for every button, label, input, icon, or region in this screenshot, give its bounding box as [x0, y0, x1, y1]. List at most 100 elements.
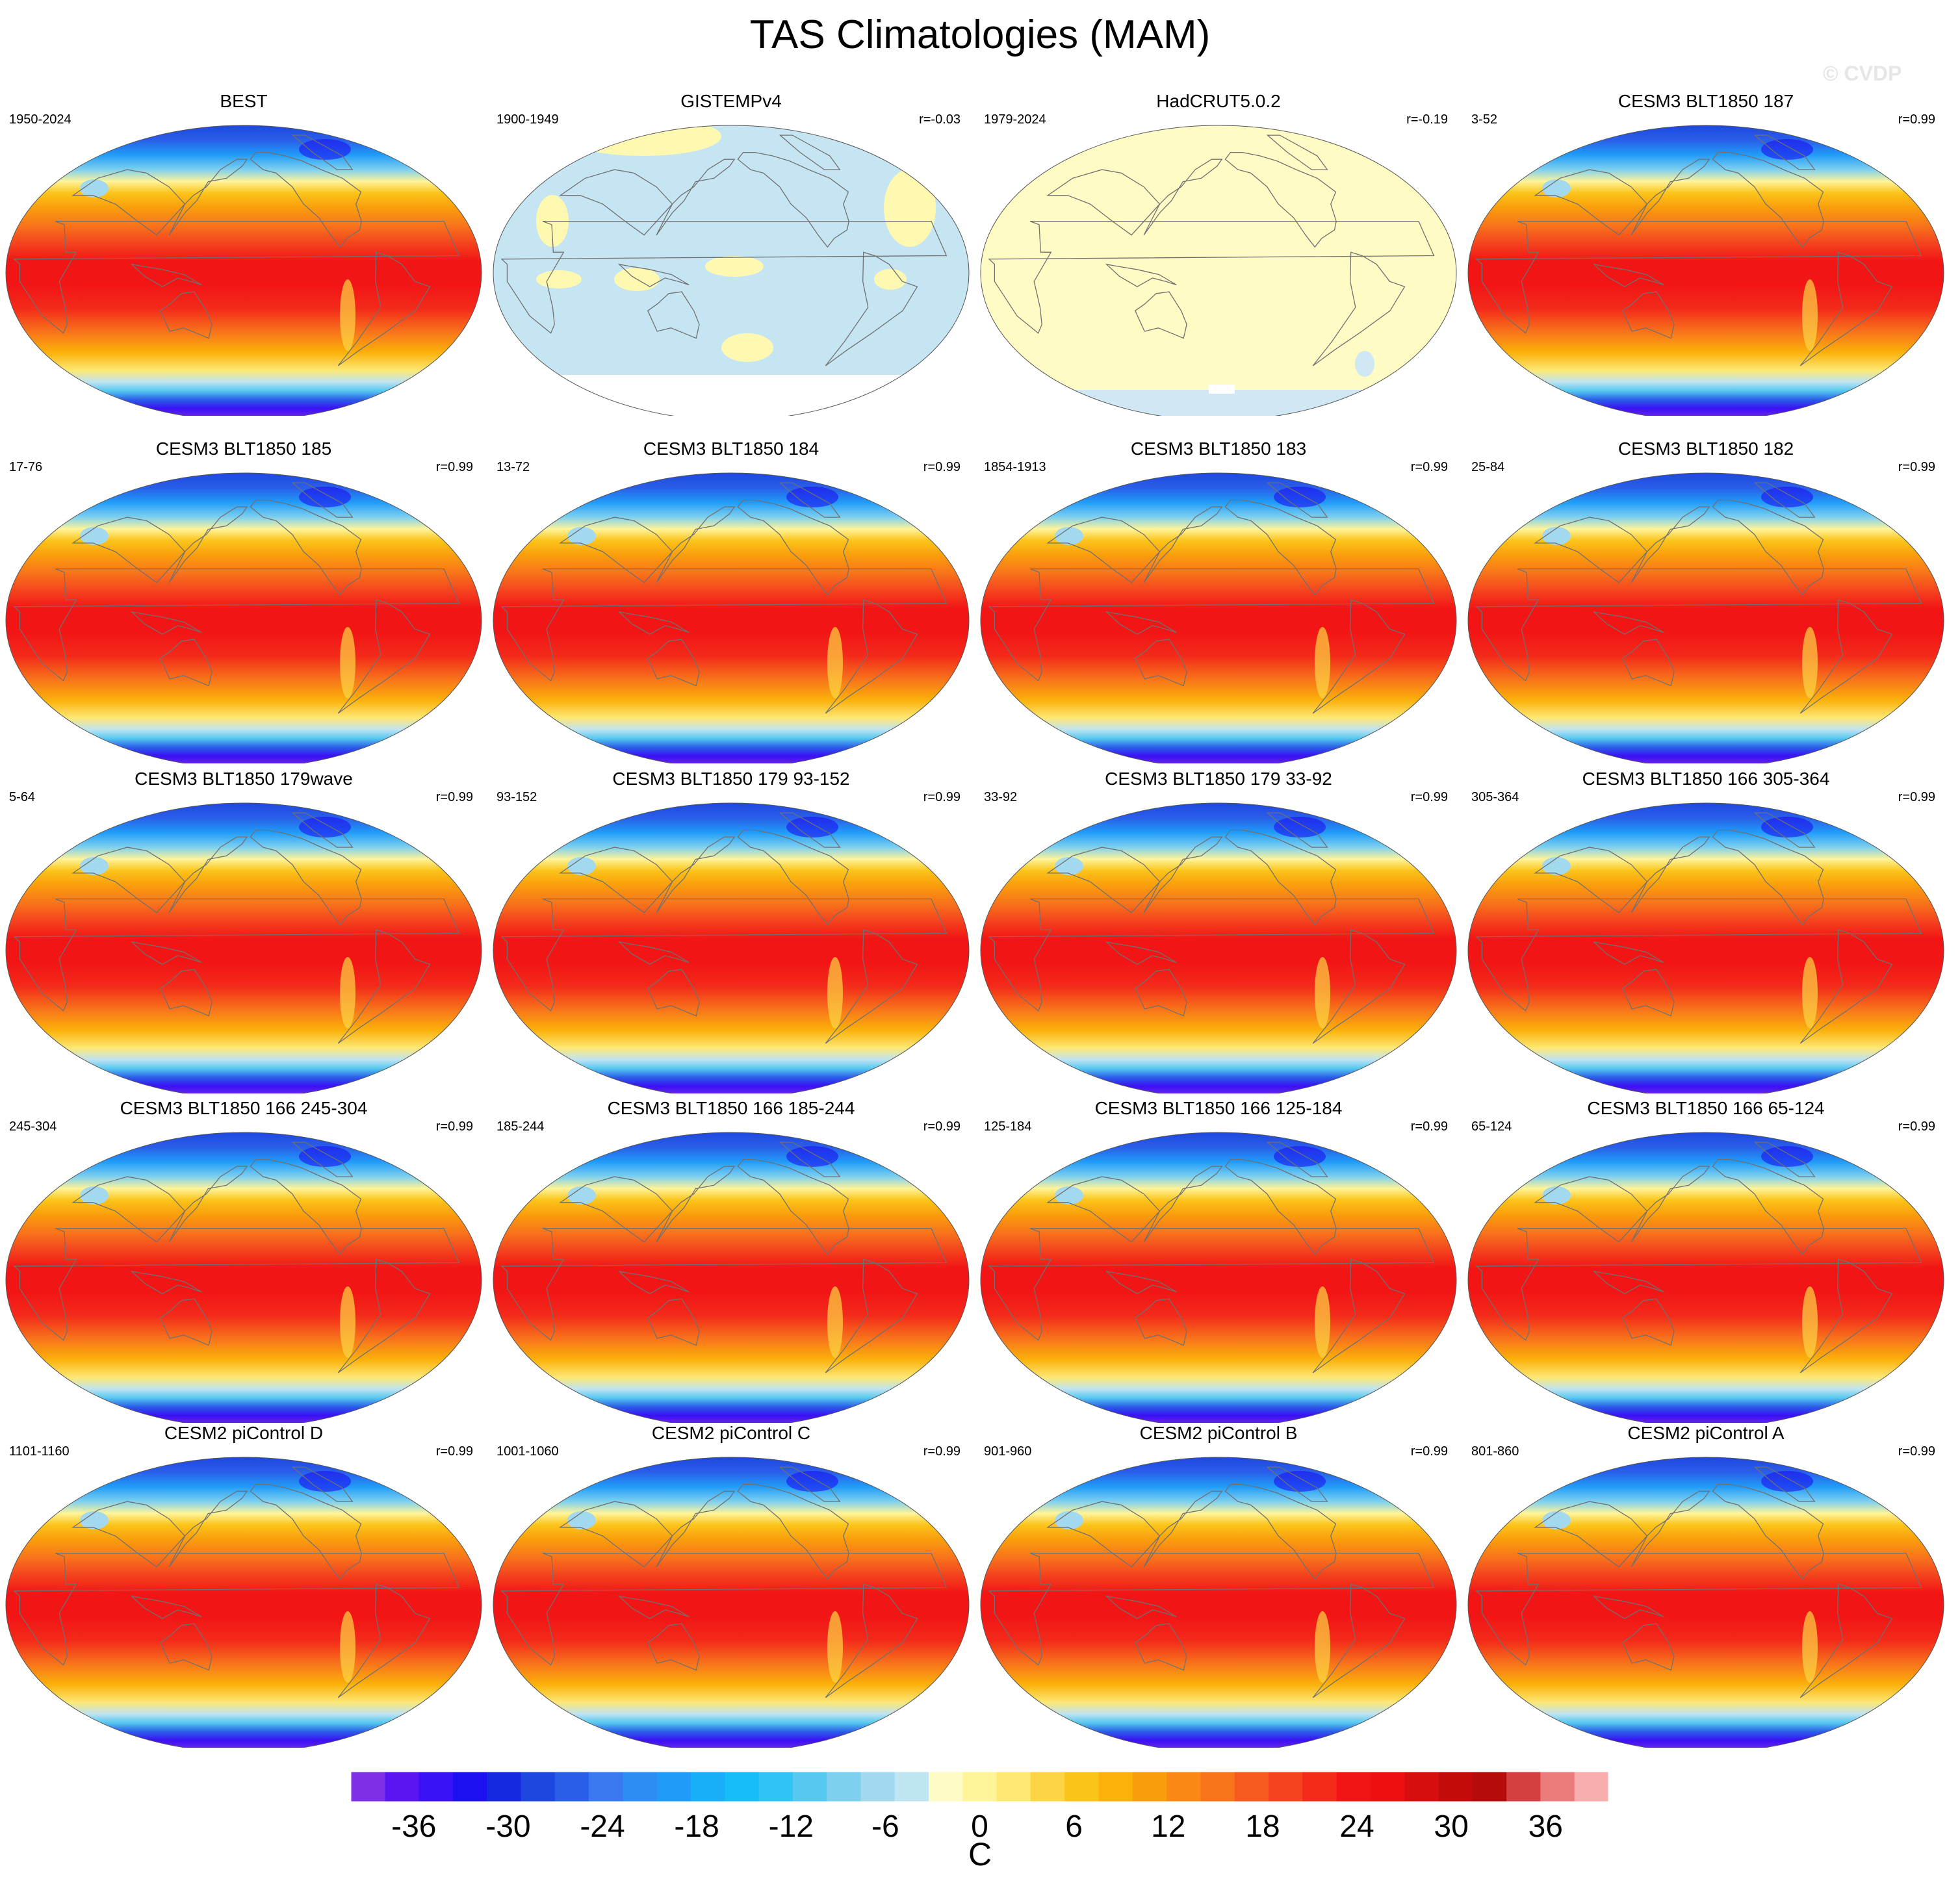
map-panel: CESM3 BLT1850 185 17-76 r=0.99 [0, 439, 487, 763]
coastline [1534, 1501, 1648, 1568]
temperature-field [1468, 803, 1944, 1093]
coastline [1134, 969, 1187, 1017]
anomaly-patch [721, 333, 773, 362]
coastline [159, 291, 213, 339]
tibet-cold-spot [80, 179, 109, 198]
andes-cool-band [827, 1286, 843, 1358]
colorbar-tick-label: 30 [1434, 1809, 1468, 1843]
coastline [559, 1176, 673, 1243]
coastline [1592, 263, 1664, 287]
panel-title: HadCRUT5.0.2 [1156, 91, 1281, 111]
coastline [779, 1466, 841, 1502]
coastline [1621, 969, 1675, 1017]
coastline [1134, 639, 1187, 687]
arctic-cold-core [299, 139, 351, 160]
world-map [1467, 125, 1944, 416]
map-panel: CESM3 BLT1850 166 305-364 305-364 r=0.99 [1462, 769, 1950, 1093]
map-border [980, 472, 1457, 763]
coastline [130, 611, 202, 635]
coastline [1143, 836, 1223, 913]
colorbar-bin [725, 1772, 760, 1802]
coastline [1712, 151, 1824, 248]
tibet-cold-spot [1542, 179, 1571, 198]
panel-title: CESM3 BLT1850 179 93-152 [612, 769, 850, 789]
coastline [617, 941, 690, 965]
colorbar-bin [1370, 1772, 1405, 1802]
colorbar-bin [385, 1772, 420, 1802]
coastline [825, 599, 918, 714]
colorbar-bin [419, 1772, 454, 1802]
colorbar-bin [1506, 1772, 1541, 1802]
panel-title: CESM3 BLT1850 183 [1130, 439, 1307, 459]
world-map [5, 1132, 482, 1423]
coastline [71, 169, 186, 236]
panel-title: GISTEMPv4 [680, 91, 782, 111]
panel-title: CESM3 BLT1850 166 305-364 [1582, 769, 1830, 789]
missing-data-region [1209, 385, 1235, 394]
coastline [988, 1227, 1435, 1341]
coastline [1712, 1483, 1824, 1580]
coastline [71, 517, 186, 583]
coastline [1712, 829, 1824, 926]
map-panel: CESM3 BLT1850 166 65-124 65-124 r=0.99 [1462, 1098, 1950, 1423]
map-panel: CESM3 BLT1850 166 185-244 185-244 r=0.99 [487, 1098, 975, 1423]
andes-cool-band [1802, 279, 1818, 351]
panel-year-range: 13-72 [496, 460, 530, 474]
colorbar-bin [1302, 1772, 1337, 1802]
coastline [130, 941, 202, 965]
map-panel: CESM3 BLT1850 184 13-72 r=0.99 [487, 439, 975, 763]
coastline [13, 1227, 460, 1341]
temperature-field [493, 1457, 969, 1748]
world-map [5, 1457, 482, 1748]
panel-pattern-correlation: r=0.99 [923, 460, 961, 474]
coastline [159, 639, 213, 687]
coastline [168, 159, 248, 236]
coastline [1046, 517, 1161, 583]
colorbar-tick-label: -24 [580, 1809, 625, 1843]
colorbar-bin [452, 1772, 487, 1802]
coastline [71, 847, 186, 913]
coastline [559, 847, 673, 913]
colorbar-tick-label: 18 [1245, 1809, 1280, 1843]
panel-title: CESM2 piControl C [651, 1423, 811, 1443]
colorbar-bin [929, 1772, 963, 1802]
panel-year-range: 1101-1160 [9, 1444, 70, 1459]
coastline [1534, 1176, 1648, 1243]
coastline [1753, 134, 1816, 170]
coastline [647, 1298, 700, 1346]
coastline [1712, 499, 1824, 596]
map-border [980, 802, 1457, 1093]
arctic-cold-core [299, 487, 351, 507]
coastline [250, 1483, 362, 1580]
colorbar-bin [1132, 1772, 1167, 1802]
map-panel: BEST 1950-2024 [0, 91, 487, 416]
colorbar-bin [351, 1772, 385, 1802]
coastline [1105, 1595, 1177, 1619]
andes-cool-band [827, 627, 843, 698]
panel-year-range: 1950-2024 [9, 112, 71, 127]
coastline [1224, 1483, 1337, 1580]
panel-year-range: 25-84 [1471, 460, 1505, 474]
coastline [647, 1623, 700, 1671]
andes-cool-band [827, 957, 843, 1028]
panel-pattern-correlation: r=0.99 [435, 1444, 473, 1459]
coastline [1224, 151, 1337, 248]
coastline [291, 482, 354, 518]
coastline [337, 599, 431, 714]
coastline [159, 1298, 213, 1346]
coastline [988, 220, 1435, 334]
panel-year-range: 1900-1949 [496, 112, 559, 127]
colorbar-tick-label: -18 [674, 1809, 719, 1843]
coastline [988, 568, 1435, 682]
arctic-cold-core [1761, 487, 1813, 507]
arctic-cold-core [1761, 139, 1813, 160]
map-panel: GISTEMPv4 1900-1949 r=-0.03 [487, 91, 975, 416]
panel-title: CESM3 BLT1850 179wave [135, 769, 353, 789]
coastline [737, 829, 849, 926]
coastline [337, 251, 431, 366]
temperature-field [1468, 1457, 1944, 1748]
map-panel: CESM2 piControl B 901-960 r=0.99 [975, 1423, 1462, 1748]
panel-pattern-correlation: r=0.99 [923, 1444, 961, 1459]
temperature-field [6, 473, 482, 763]
coastline [1134, 1298, 1187, 1346]
